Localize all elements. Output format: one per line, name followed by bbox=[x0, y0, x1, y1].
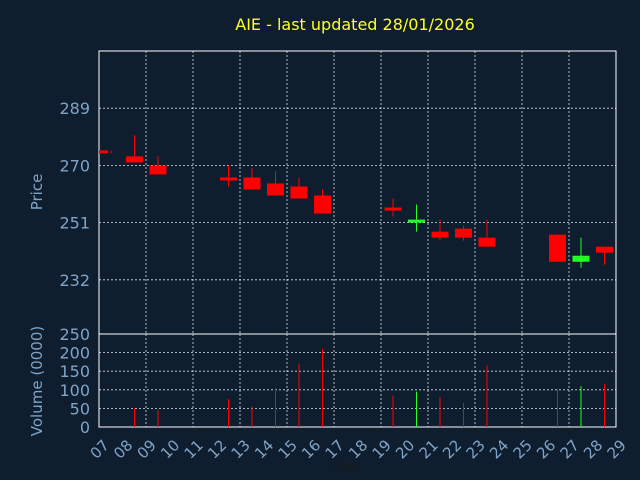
x-tick-label: 09 bbox=[134, 436, 160, 462]
price-axis-label: Price bbox=[28, 174, 46, 211]
candles bbox=[99, 135, 613, 268]
x-tick-label: 08 bbox=[110, 436, 136, 462]
candle-body bbox=[549, 234, 566, 262]
x-tick-label: 23 bbox=[463, 436, 489, 462]
price-y-ticks: 232 251 270 289 bbox=[59, 99, 90, 290]
candle-body bbox=[431, 231, 449, 238]
volume-axis-label: Volume (0000) bbox=[28, 326, 46, 436]
x-tick-label: 24 bbox=[486, 436, 512, 462]
price-tick-label: 251 bbox=[59, 214, 90, 233]
volume-grid bbox=[99, 334, 616, 427]
x-tick-label: 07 bbox=[87, 436, 113, 462]
chart-title: AIE - last updated 28/01/2026 bbox=[235, 15, 475, 34]
candle-body bbox=[572, 255, 590, 262]
volume-tick-label: 200 bbox=[59, 344, 90, 363]
price-tick-label: 232 bbox=[59, 271, 90, 290]
candle-body bbox=[478, 237, 496, 247]
price-grid bbox=[99, 51, 616, 334]
volume-tick-label: 50 bbox=[70, 399, 90, 418]
candle-body bbox=[455, 228, 472, 238]
x-tick-label: 14 bbox=[251, 436, 277, 462]
x-tick-label: 26 bbox=[533, 436, 559, 462]
candle-body bbox=[149, 165, 167, 175]
x-tick-label: 27 bbox=[557, 436, 583, 462]
x-tick-label: 21 bbox=[416, 436, 442, 462]
x-tick-label: 20 bbox=[392, 436, 418, 462]
x-tick-label: 16 bbox=[298, 436, 324, 462]
candle-body bbox=[290, 186, 308, 199]
x-tick-label: 15 bbox=[275, 436, 301, 462]
volume-bars bbox=[134, 348, 605, 427]
price-tick-label: 270 bbox=[59, 156, 90, 175]
x-tick-label: 28 bbox=[580, 436, 606, 462]
volume-tick-label: 0 bbox=[80, 418, 90, 437]
x-tick-label: 13 bbox=[228, 436, 254, 462]
price-tick-label: 289 bbox=[59, 99, 90, 118]
x-tick-label: 25 bbox=[510, 436, 536, 462]
price-panel-frame bbox=[98, 50, 617, 335]
x-axis-label: Day bbox=[333, 458, 363, 476]
candle-body bbox=[126, 156, 143, 163]
candle-body bbox=[596, 246, 613, 253]
x-tick-label: 11 bbox=[181, 436, 207, 462]
volume-panel-frame bbox=[98, 333, 617, 428]
candle-body bbox=[220, 177, 237, 181]
volume-tick-label: 250 bbox=[59, 325, 90, 344]
x-tick-label: 22 bbox=[439, 436, 465, 462]
candle-body bbox=[384, 207, 402, 211]
x-tick-label: 19 bbox=[369, 436, 395, 462]
candle-body bbox=[243, 177, 261, 190]
candle-body bbox=[314, 195, 331, 214]
x-tick-label: 10 bbox=[157, 436, 183, 462]
volume-tick-label: 100 bbox=[59, 381, 90, 400]
candle-body bbox=[267, 183, 284, 196]
candle-body bbox=[408, 219, 425, 223]
x-tick-label: 12 bbox=[204, 436, 230, 462]
volume-tick-label: 150 bbox=[59, 362, 90, 381]
candle-body bbox=[99, 150, 108, 154]
x-tick-label: 29 bbox=[604, 436, 630, 462]
